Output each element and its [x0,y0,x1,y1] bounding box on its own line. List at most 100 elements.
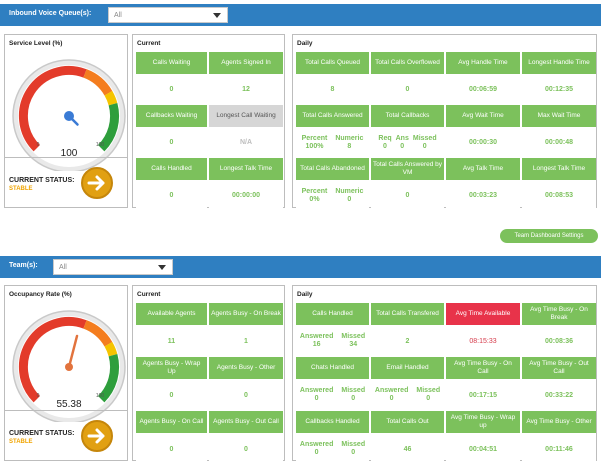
answered-label: Answered [299,387,334,394]
answered-label: Answered [374,387,409,394]
longest-call-waiting-label: Longest Call Waiting [209,105,283,127]
total-calls-answered-vm-label: Total Calls Answered by VM [371,158,444,180]
voice-daily-title: Daily [297,40,313,47]
team-current-panel: Current Available Agents Agents Busy - O… [132,285,285,463]
chats-handled-label: Chats Handled [296,357,369,379]
answered-value: 16 [312,341,321,348]
team-current-grid: Available Agents Agents Busy - On Break … [136,303,283,463]
agents-signed-in-label: Agents Signed In [209,52,283,74]
voice-queue-dropdown[interactable]: All [108,7,228,23]
service-level-gauge: 0 100 100 [12,59,126,171]
service-level-title: Service Level (%) [9,40,63,47]
voice-current-panel: Current Calls Waiting Agents Signed In 0… [132,34,285,209]
callbacks-waiting-value: 0 [136,129,207,156]
status-label: CURRENT STATUS: [9,177,75,184]
missed-label: Missed [416,387,441,394]
avg-talk-time-value: 00:03:23 [446,182,520,209]
callbacks-handled-label: Callbacks Handled [296,411,369,433]
agents-busy-out-call-value: 0 [209,435,283,463]
status-arrow-button[interactable] [81,167,113,199]
avg-handle-time-label: Avg Handle Time [446,52,520,74]
gauge-min-label: 0 [37,142,40,148]
agents-busy-other-value: 0 [209,381,283,409]
callbacks-waiting-label: Callbacks Waiting [136,105,207,127]
team-dashboard-settings-button[interactable]: Team Dashboard Settings [500,229,598,243]
occupancy-status: CURRENT STATUS: STABLE [5,410,127,460]
gauge-yellow-band [104,341,118,357]
missed-label: Missed [412,134,437,142]
numeric-value: 8 [347,142,352,150]
percent-value: 0% [309,195,320,203]
occupancy-title: Occupancy Rate (%) [9,291,72,298]
agents-signed-in-value: 12 [209,76,283,103]
avg-handle-time-value: 00:06:59 [446,76,520,103]
occupancy-value: 55.38 [56,399,81,410]
ans-label: Ans [395,134,409,142]
total-calls-out-value: 46 [371,435,444,463]
available-agents-value: 11 [136,327,207,355]
voice-queue-bar: Inbound Voice Queue(s): All [0,4,601,26]
voice-queue-label: Inbound Voice Queue(s): [9,10,92,17]
numeric-label: Numeric [335,187,364,195]
total-calls-abandoned-label: Total Calls Abandoned [296,158,369,180]
agents-busy-on-call-value: 0 [136,435,207,463]
longest-talk-time-value: 00:00:00 [209,182,283,209]
avg-time-busy-break-value: 00:08:36 [522,327,596,355]
gauge-yellow-band [104,90,118,106]
missed-value: 0 [351,449,356,456]
agents-busy-break-label: Agents Busy - On Break [209,303,283,325]
max-wait-time-label: Max Wait Time [522,105,596,127]
total-calls-transferred-value: 2 [371,327,444,355]
total-calls-answered-label: Total Calls Answered [296,105,369,127]
total-calls-overflowed-value: 0 [371,76,444,103]
avg-time-busy-wrap-label: Avg Time Busy - Wrap up [446,411,520,433]
total-calls-out-label: Total Calls Out [371,411,444,433]
gauge-red-band [18,316,87,403]
avg-time-busy-wrap-value: 00:04:51 [446,435,520,463]
email-handled-value: Answered 0 Missed 0 [371,381,444,409]
avg-time-busy-other-label: Avg Time Busy - Other [522,411,596,433]
gauge-orange-band [83,320,113,347]
answered-label: Answered [299,333,334,340]
avg-wait-time-value: 00:00:30 [446,129,520,156]
team-daily-panel: Daily Calls Handled Total Calls Transfer… [292,285,597,463]
service-level-value: 100 [61,148,78,159]
avg-wait-time-label: Avg Wait Time [446,105,520,127]
service-level-panel: Service Level (%) 0 100 100 CURRENT STAT… [4,34,128,208]
agents-busy-break-value: 1 [209,327,283,355]
longest-call-waiting-value: N/A [209,129,283,156]
gauge-min-label: 0 [37,393,40,399]
teams-dropdown[interactable]: All [53,259,173,275]
answered-value: 0 [314,395,319,402]
voice-current-title: Current [137,40,161,47]
chevron-down-icon [158,265,166,270]
total-calls-answered-value: Percent 100% Numeric 8 [296,129,369,156]
calls-handled-label: Calls Handled [136,158,207,180]
numeric-value: 0 [347,195,352,203]
teams-label: Team(s): [9,262,38,269]
status-label: CURRENT STATUS: [9,430,75,437]
chats-handled-value: Answered 0 Missed 0 [296,381,369,409]
ans-value: 0 [400,142,405,150]
gauge-hub [64,111,74,121]
avg-time-busy-out-call-value: 00:33:22 [522,381,596,409]
percent-value: 100% [305,142,324,150]
avg-time-available-label: Avg Time Available [446,303,520,325]
total-calls-overflowed-label: Total Calls Overflowed [371,52,444,74]
calls-waiting-label: Calls Waiting [136,52,207,74]
missed-value: 0 [351,395,356,402]
arrow-right-icon [87,175,105,191]
calls-handled-value: 0 [136,182,207,209]
answered-value: 0 [314,449,319,456]
team-current-title: Current [137,291,161,298]
status-arrow-button[interactable] [81,420,113,452]
gauge-needle [67,334,79,369]
callbacks-handled-value: Answered 0 Missed 0 [296,435,369,463]
teams-value: All [59,264,67,271]
avg-time-busy-break-label: Avg Time Busy - On Break [522,303,596,325]
voice-daily-panel: Daily Total Calls Queued Total Calls Ove… [292,34,597,209]
req-value: 0 [383,142,387,150]
calls-handled-value: Answered 16 Missed 34 [296,327,369,355]
longest-talk-time-label: Longest Talk Time [209,158,283,180]
gauge-green-band [97,103,120,152]
